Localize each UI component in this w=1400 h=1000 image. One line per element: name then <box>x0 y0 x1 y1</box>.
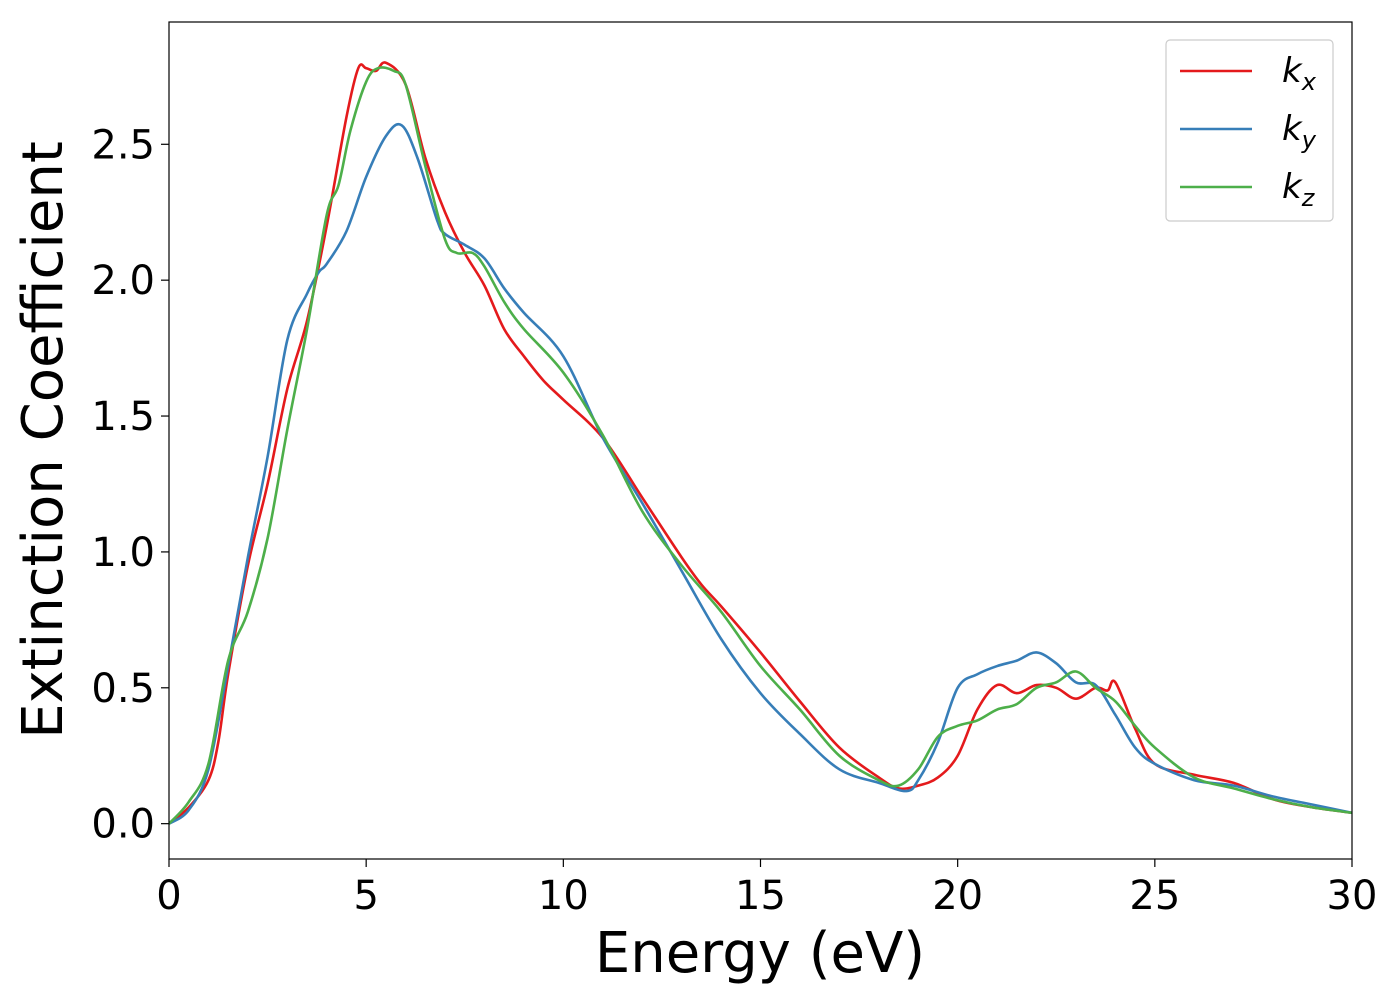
legend-label-kx: kx <box>1282 51 1317 96</box>
legend: kx ky kz <box>1165 39 1334 222</box>
legend-label-kz: kz <box>1282 167 1316 212</box>
y-tick-label: 0.5 <box>91 666 155 712</box>
y-tick-label: 2.0 <box>91 258 155 304</box>
x-tick-label: 0 <box>156 873 181 919</box>
legend-box <box>1165 39 1334 222</box>
y-tick-label: 0.0 <box>91 802 155 848</box>
x-tick-label: 5 <box>353 873 378 919</box>
x-axis-title: Energy (eV) <box>595 921 925 986</box>
x-tick-label: 20 <box>932 873 983 919</box>
y-tick-label: 1.5 <box>91 394 155 440</box>
series-line-ky <box>169 122 1352 825</box>
legend-label-ky: ky <box>1282 109 1317 154</box>
x-tick-label: 25 <box>1129 873 1180 919</box>
x-tick-label: 15 <box>735 873 786 919</box>
x-axis: 0 5 10 15 20 25 30 <box>156 859 1377 919</box>
y-axis: 0.0 0.5 1.0 1.5 2.0 2.5 <box>91 122 169 848</box>
series-line-kz <box>169 66 1352 825</box>
x-tick-label: 10 <box>538 873 589 919</box>
y-tick-label: 2.5 <box>91 122 155 168</box>
x-tick-label: 30 <box>1327 873 1378 919</box>
series-layer <box>169 61 1352 825</box>
y-axis-title: Extinction Coefficient <box>11 141 76 739</box>
y-tick-label: 1.0 <box>91 530 155 576</box>
